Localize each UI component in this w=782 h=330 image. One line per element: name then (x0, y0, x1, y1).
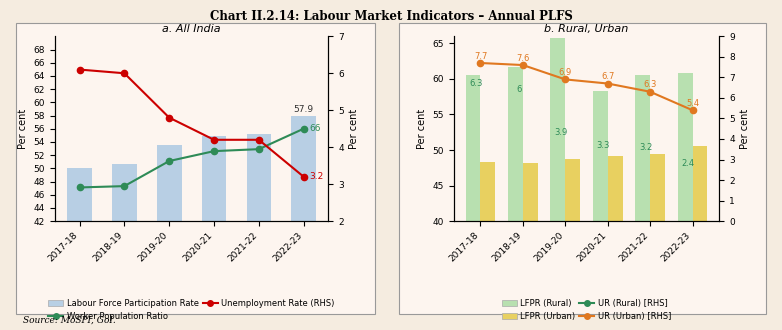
Text: 3.2: 3.2 (309, 172, 323, 181)
Y-axis label: Per cent: Per cent (741, 109, 751, 149)
Text: Source: MoSPI, GoI.: Source: MoSPI, GoI. (23, 316, 117, 325)
Y-axis label: Per cent: Per cent (350, 109, 360, 149)
Bar (635, 75, 650, 330)
Legend: Labour Force Participation Rate, Worker Population Ratio, Unemployment Rate (RHS: Labour Force Participation Rate, Worker … (45, 295, 338, 324)
Bar (593, 91, 608, 330)
Bar (508, 67, 523, 330)
Bar (246, 134, 271, 330)
Text: 66: 66 (309, 124, 321, 133)
Text: 6.9: 6.9 (558, 68, 572, 77)
Text: 7.6: 7.6 (516, 53, 529, 63)
Text: 7.7: 7.7 (474, 51, 487, 60)
Text: 3.3: 3.3 (597, 141, 610, 150)
Text: 6: 6 (516, 85, 522, 94)
Text: 2.4: 2.4 (682, 159, 695, 168)
Bar (465, 75, 480, 330)
Text: 57.9: 57.9 (293, 105, 314, 114)
Text: 6.3: 6.3 (469, 79, 483, 88)
Y-axis label: Per cent: Per cent (417, 109, 427, 149)
Text: 6.7: 6.7 (601, 72, 615, 81)
Bar (523, 163, 538, 330)
Title: a. All India: a. All India (163, 24, 221, 34)
Bar (157, 145, 181, 330)
Bar (480, 162, 495, 330)
Bar (202, 136, 226, 330)
Bar (551, 38, 565, 330)
Text: 3.2: 3.2 (639, 143, 652, 152)
Bar (112, 164, 137, 330)
Text: 5.4: 5.4 (686, 99, 699, 108)
Text: 3.9: 3.9 (554, 128, 568, 138)
Text: Chart II.2.14: Labour Market Indicators – Annual PLFS: Chart II.2.14: Labour Market Indicators … (210, 10, 572, 23)
Bar (292, 116, 316, 330)
Bar (608, 156, 622, 330)
Bar (650, 154, 665, 330)
Title: b. Rural, Urban: b. Rural, Urban (544, 24, 629, 34)
Bar (67, 168, 91, 330)
Text: 6.3: 6.3 (644, 80, 657, 89)
Bar (693, 147, 708, 330)
Bar (565, 158, 580, 330)
Bar (678, 73, 693, 330)
Y-axis label: Per cent: Per cent (18, 109, 28, 149)
Legend: LFPR (Rural), LFPR (Urban), UR (Rural) [RHS], UR (Urban) [RHS]: LFPR (Rural), LFPR (Urban), UR (Rural) [… (498, 295, 675, 324)
